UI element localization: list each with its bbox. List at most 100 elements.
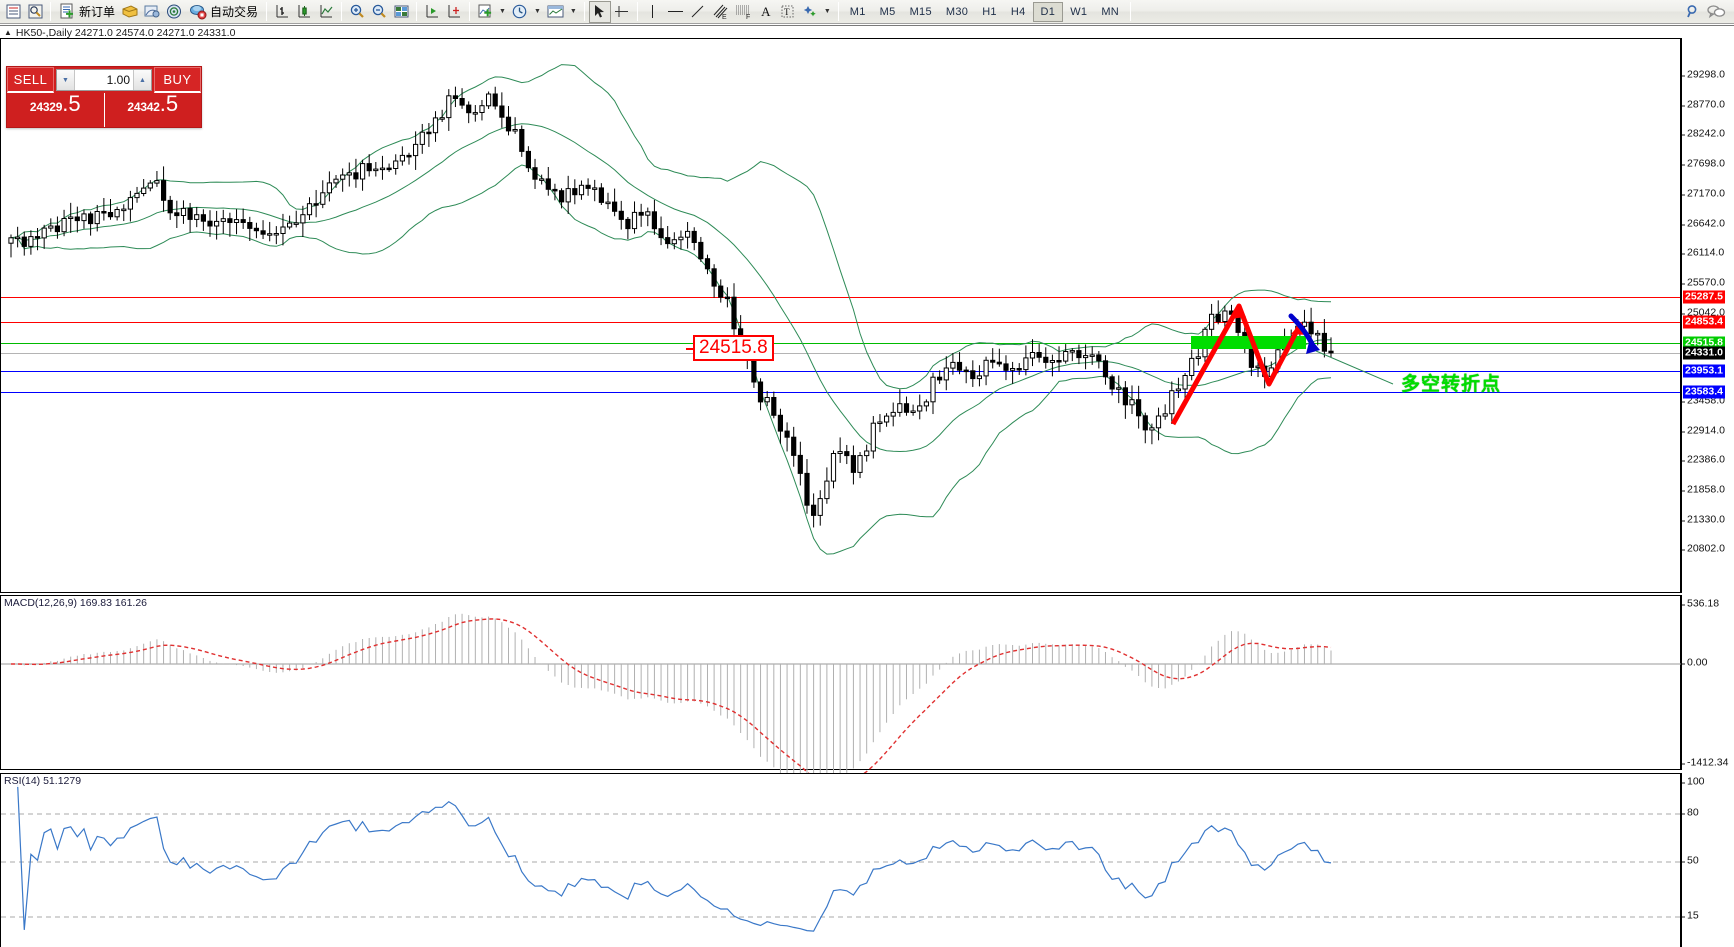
candle-body [74,216,80,222]
indicators-chevron-down-icon[interactable]: ▼ [499,8,506,15]
timeframe-h4[interactable]: H4 [1010,5,1026,18]
candle-body [293,222,299,225]
resistance-line-24853[interactable] [1,322,1680,323]
timeframe-m15[interactable]: M15 [909,5,932,18]
price-tick: 28770.0 [1682,99,1725,111]
price-pane[interactable]: 24515.8 多空转折点 [0,38,1681,593]
sell-button[interactable]: SELL [7,67,54,93]
zoom-in-icon[interactable] [346,1,368,23]
zoom-out-icon[interactable] [368,1,390,23]
support-line-23583[interactable] [1,392,1680,393]
volume-input[interactable]: 1.00 [75,70,133,90]
level-badge-current-price[interactable]: 24331.0 [1683,346,1725,360]
level-badge-resistance-2[interactable]: 24853.4 [1683,315,1725,329]
horizontal-line-icon[interactable] [664,1,687,23]
terminal-icon[interactable] [141,1,163,23]
volume-stepper[interactable]: ▼ 1.00 ▲ [56,69,152,91]
candle-body [167,199,173,214]
line-chart-icon[interactable] [315,1,337,23]
indicators-icon[interactable] [474,1,496,23]
vertical-line-icon[interactable] [642,1,664,23]
candle-body [61,218,67,233]
market-watch-icon[interactable] [2,1,24,23]
level-badge-pivot[interactable]: 24515.8 [1683,336,1725,350]
candle-body [572,188,578,196]
price-tick: 20802.0 [1682,543,1725,555]
data-window-icon[interactable] [24,1,46,23]
candle-body [678,236,684,241]
candle-body [884,415,890,423]
rsi-canvas [1,784,1682,932]
equidistant-channel-icon[interactable]: E [709,1,732,23]
candle-body [731,296,737,330]
text-icon[interactable]: A [755,1,777,23]
periods-chevron-down-icon[interactable]: ▼ [533,8,541,15]
cursor-arrow-icon[interactable] [588,0,611,23]
price-axis[interactable]: 29298.0 28770.0 28242.0 27698.0 27170.0 … [1681,38,1734,593]
chart-symbol-bar: ▲ HK50-,Daily 24271.0 24574.0 24271.0 24… [0,26,1734,39]
level-badge-support-2[interactable]: 23583.4 [1683,385,1725,399]
ask-price[interactable]: 24342. 5 [105,93,202,127]
periods-icon[interactable] [509,1,531,23]
buy-button[interactable]: BUY [154,67,201,93]
caret-up-icon[interactable]: ▲ [133,70,151,90]
objects-chevron-down-icon[interactable]: ▼ [823,8,831,15]
bar-chart-icon[interactable] [271,1,293,23]
fibonacci-retracement-icon[interactable]: F [732,1,755,23]
candle-body [578,184,585,196]
bid-price[interactable]: 24329. 5 [7,93,104,127]
objects-icon[interactable] [799,1,821,23]
annotation-layer [1170,303,1394,426]
search-icon[interactable] [1682,1,1704,23]
macd-pane[interactable]: MACD(12,26,9) 169.83 161.26 [0,595,1682,802]
chart-shift-icon[interactable] [443,1,465,23]
resistance-line-25287[interactable] [1,297,1680,298]
candle-body [141,187,147,195]
support-line-23953[interactable] [1,371,1680,372]
candle-body [638,211,644,216]
timeframe-d1[interactable]: D1 [1032,1,1064,22]
timeframe-m1[interactable]: M1 [849,5,866,18]
toolbar-separator [636,2,638,21]
crosshair-icon[interactable] [611,1,633,23]
collapse-triangle-icon[interactable]: ▲ [4,28,12,37]
macd-canvas [1,613,1682,802]
price-tick: 28242.0 [1682,128,1725,140]
timeframe-h1[interactable]: H1 [982,5,997,18]
auto-scroll-icon[interactable] [421,1,443,23]
timeframe-m5[interactable]: M5 [879,5,896,18]
new-order-button[interactable]: 新订单 [55,1,119,23]
templates-chevron-down-icon[interactable]: ▼ [569,8,577,15]
chart-window[interactable]: ▲ HK50-,Daily 24271.0 24574.0 24271.0 24… [0,25,1734,947]
level-badge-resistance-1[interactable]: 25287.5 [1683,290,1725,304]
rsi-pane[interactable]: RSI(14) 51.1279 [0,773,1682,947]
signals-icon[interactable] [163,1,185,23]
candle-body [419,131,425,145]
wallet-icon[interactable] [119,1,141,23]
timeframe-mn[interactable]: MN [1101,5,1120,18]
price-callout-badge[interactable]: 24515.8 [686,335,774,361]
tile-windows-icon[interactable] [390,1,412,23]
one-click-trading-panel[interactable]: SELL ▼ 1.00 ▲ BUY 24329. 5 24342. 5 [6,66,202,128]
chat-icon[interactable] [1704,1,1728,23]
trendline-icon[interactable] [687,1,709,23]
candle-body [704,258,711,270]
templates-icon[interactable] [544,1,567,23]
auto-trading-button[interactable]: 自动交易 [185,1,262,23]
timeframe-m30[interactable]: M30 [945,5,969,18]
price-tick: 29298.0 [1682,69,1725,81]
candlestick-chart-icon[interactable] [293,1,315,23]
level-badge-support-1[interactable]: 23953.1 [1683,364,1725,378]
candle-body [366,163,372,172]
candle-body [1328,350,1334,354]
text-label-icon[interactable]: T [777,1,799,23]
macd-axis[interactable]: 536.18 0.00 -1412.34 [1681,595,1734,770]
timeframe-w1[interactable]: W1 [1070,5,1088,18]
caret-down-icon[interactable]: ▼ [57,70,75,90]
rsi-axis[interactable]: 100 80 50 15 [1681,773,1734,947]
price-tick: 27698.0 [1682,158,1725,170]
candle-body [671,239,677,245]
candle-body [645,211,651,216]
candle-body [930,376,936,403]
pivot-line-24515[interactable] [1,343,1680,344]
